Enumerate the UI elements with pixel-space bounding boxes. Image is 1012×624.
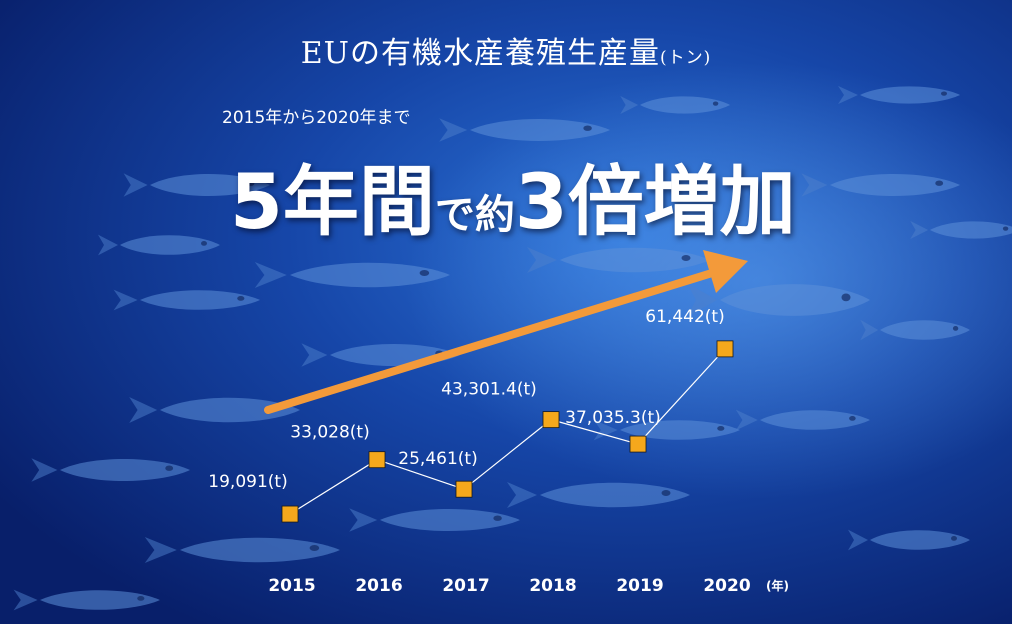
- period-text: 2015年から2020年まで: [222, 108, 411, 128]
- headline-increase: 3倍増加: [514, 157, 796, 246]
- connector-line-2015-2016: [289, 459, 378, 515]
- value-label-2020: 61,442(t): [645, 307, 724, 327]
- chart-title: EUの有機水産養殖生産量(トン): [0, 28, 1012, 72]
- year-label-2017: 2017: [442, 576, 489, 596]
- trend-arrow: [264, 269, 716, 414]
- data-markers: [281, 340, 734, 523]
- connector-lines: [289, 348, 726, 515]
- x-axis-unit: (年): [766, 578, 789, 593]
- headline-period: 5年間: [230, 157, 435, 246]
- year-label-2015: 2015: [268, 576, 315, 596]
- year-label-2018: 2018: [529, 576, 576, 596]
- title-unit: (トン): [659, 48, 712, 68]
- data-marker-2019: [629, 435, 647, 453]
- data-marker-2017: [455, 480, 473, 498]
- connector-line-2016-2017: [376, 459, 465, 490]
- data-marker-2015: [281, 505, 299, 523]
- data-marker-2020: [716, 340, 734, 358]
- data-marker-2016: [368, 451, 386, 469]
- year-label-2016: 2016: [355, 576, 402, 596]
- trend-arrow-head: [703, 250, 748, 293]
- value-labels: 19,091(t) 33,028(t) 25,461(t) 43,301.4(t) 37…: [208, 307, 724, 492]
- value-label-2017: 25,461(t): [398, 449, 477, 469]
- headline: 5年間で約3倍増加: [230, 140, 796, 250]
- value-label-2018: 43,301.4(t): [441, 380, 537, 400]
- value-label-2019: 37,035.3(t): [565, 408, 661, 428]
- connector-line-2017-2018: [463, 419, 552, 490]
- headline-connector: で約: [434, 192, 515, 238]
- data-marker-2018: [542, 411, 560, 429]
- connector-line-2019-2020: [637, 348, 726, 445]
- year-label-2019: 2019: [616, 576, 663, 596]
- year-label-2020: 2020: [703, 576, 750, 596]
- title-text: EUの有機水産養殖生産量: [300, 36, 660, 71]
- x-axis-labels: 2015 2016 2017 2018 2019 2020: [268, 576, 750, 596]
- value-label-2015: 19,091(t): [208, 472, 287, 492]
- value-label-2016: 33,028(t): [290, 423, 369, 443]
- connector-line-2018-2019: [550, 419, 639, 445]
